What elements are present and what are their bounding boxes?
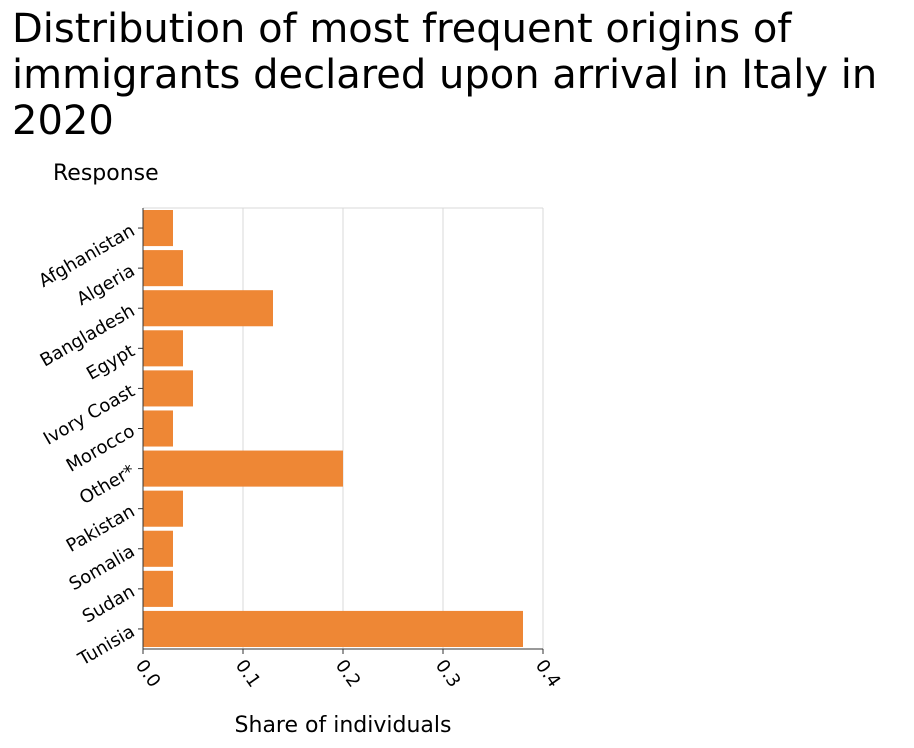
bar (143, 410, 173, 447)
x-axis-ticks: 0.0 0.1 0.2 0.3 0.4 (131, 648, 565, 692)
bar (143, 610, 523, 647)
y-axis-label: Response (53, 161, 159, 186)
bar (143, 290, 273, 327)
x-tick-label: 0.2 (331, 656, 365, 692)
bar (143, 450, 343, 487)
x-tick-label: 0.1 (231, 656, 265, 692)
x-tick-label: 0.0 (131, 656, 165, 692)
bar (143, 370, 193, 407)
chart-title: Distribution of most frequent origins of… (12, 6, 878, 144)
bars (143, 210, 523, 647)
bar (143, 490, 183, 527)
x-tick-label: 0.4 (531, 656, 565, 692)
bar (143, 530, 173, 567)
y-tick-label: Egypt (83, 340, 138, 384)
bar (143, 250, 183, 287)
grid-lines (143, 207, 544, 649)
y-tick-label: Tunisia (74, 621, 139, 670)
bar (143, 330, 183, 367)
x-tick-label: 0.3 (431, 656, 465, 692)
bar (143, 210, 173, 247)
x-axis-label: Share of individuals (235, 713, 452, 738)
bar (143, 570, 173, 607)
